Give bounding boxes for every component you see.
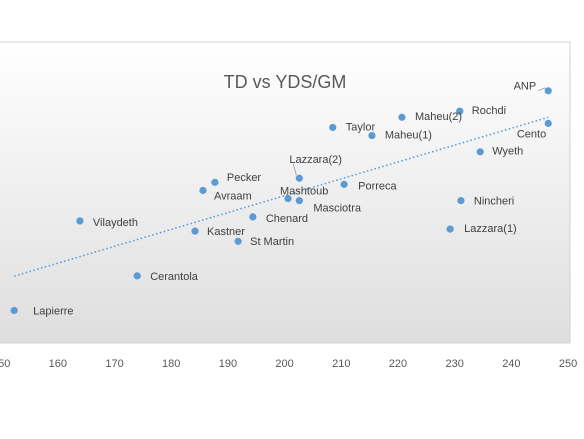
point-label: Chenard <box>266 213 308 225</box>
point-label: Rochdi <box>472 105 506 117</box>
leader-line <box>292 164 297 176</box>
point <box>457 197 465 205</box>
point <box>133 272 141 280</box>
point-label: Lapierre <box>33 305 73 317</box>
point-label: Nincheri <box>474 196 514 208</box>
point <box>544 119 552 127</box>
trendline <box>13 116 549 277</box>
point <box>191 227 199 235</box>
point <box>446 225 454 233</box>
point-label: Mashtoub <box>280 186 328 198</box>
point <box>211 178 219 186</box>
x-tick-label: 160 <box>49 358 67 370</box>
x-tick-label: 210 <box>332 358 350 370</box>
chart-title: TD vs YDS/GM <box>224 72 347 92</box>
x-tick-label: 190 <box>219 358 237 370</box>
point-label: Taylor <box>346 121 376 133</box>
point <box>234 237 242 245</box>
point-label: Avraam <box>214 190 252 202</box>
point <box>199 186 207 195</box>
leader-line <box>538 87 546 92</box>
point <box>398 113 406 121</box>
point-label: Lazzara(1) <box>464 223 517 235</box>
x-tick-label: 230 <box>445 358 463 370</box>
x-tick-label: 150 <box>0 358 10 370</box>
point <box>249 213 257 221</box>
point-label: Maheu(1) <box>385 129 432 141</box>
point <box>295 174 303 182</box>
x-tick-label: 200 <box>275 358 293 370</box>
point <box>476 148 484 156</box>
point <box>295 197 303 205</box>
point-label: Cerantola <box>150 271 199 283</box>
x-tick-label: 220 <box>389 358 407 370</box>
x-tick-label: 180 <box>162 358 180 370</box>
point-label: Lazzara(2) <box>289 154 342 166</box>
plot-area <box>0 41 571 344</box>
point <box>544 87 552 95</box>
point <box>76 217 84 225</box>
point-label: Wyeth <box>492 146 523 158</box>
x-tick-label: 170 <box>105 358 123 370</box>
point-label: Maheu(2) <box>415 111 462 123</box>
point-label: Porreca <box>358 180 397 192</box>
x-tick-label: 240 <box>502 358 520 370</box>
point <box>284 195 292 203</box>
point-label: St Martin <box>250 236 294 248</box>
point-label: Masciotra <box>313 203 362 215</box>
point <box>456 107 464 115</box>
point-label: ANP <box>514 81 537 93</box>
point <box>10 306 18 315</box>
point <box>340 180 348 188</box>
point-label: Pecker <box>227 172 262 184</box>
point-label: Vilaydeth <box>93 217 138 229</box>
point-label: Kastner <box>207 226 245 238</box>
point <box>329 123 337 132</box>
point-label: Cento <box>517 128 546 140</box>
x-tick-label: 250 <box>559 358 577 370</box>
point <box>368 131 376 140</box>
